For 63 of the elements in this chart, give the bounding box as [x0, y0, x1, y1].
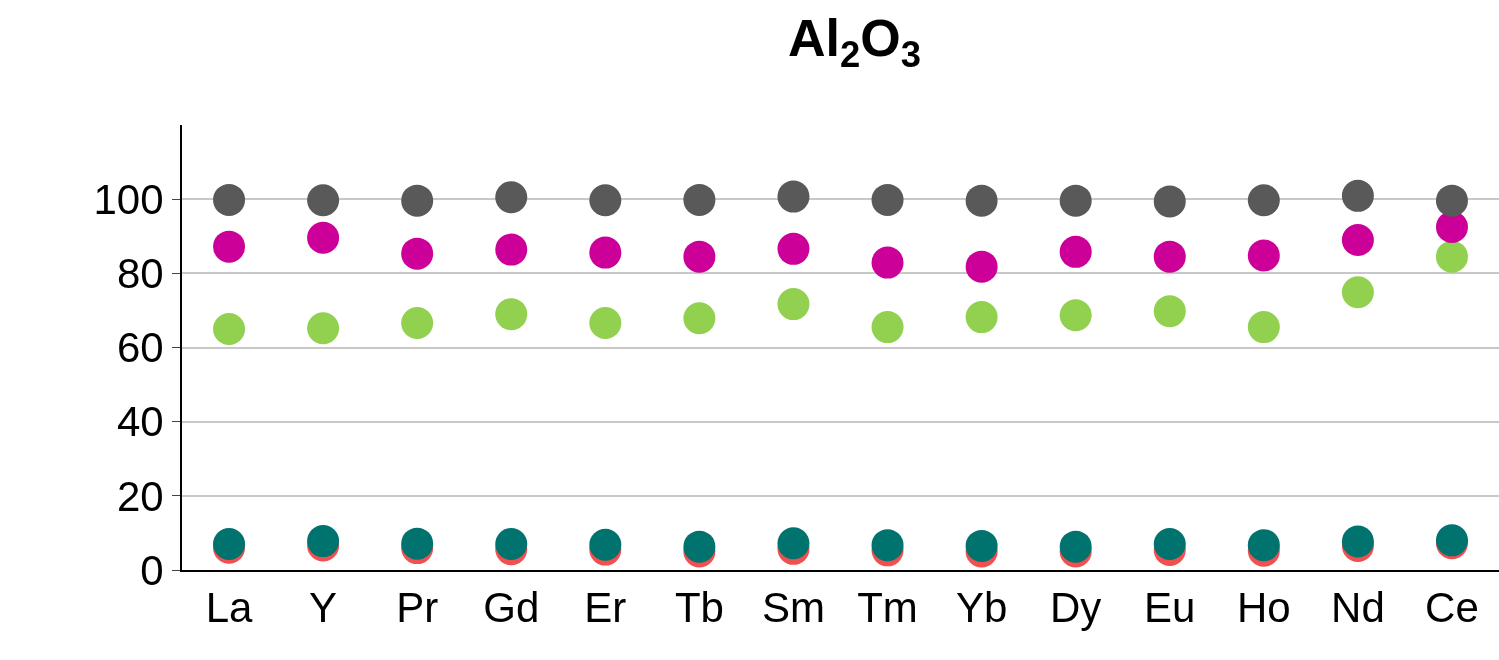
point	[871, 311, 904, 344]
y-tick-label: 20	[116, 472, 164, 520]
point	[1153, 185, 1186, 218]
point	[401, 237, 434, 270]
point	[213, 183, 246, 216]
point	[683, 240, 716, 273]
point	[307, 221, 340, 254]
point	[1435, 184, 1468, 217]
point	[213, 230, 246, 263]
x-tick-label: Pr	[396, 584, 439, 632]
point	[1247, 184, 1280, 217]
point	[495, 181, 528, 214]
point	[401, 307, 434, 340]
point	[1341, 179, 1374, 212]
point	[777, 288, 810, 321]
y-tick-label: 0	[140, 546, 164, 594]
point	[589, 236, 622, 269]
x-tick-label: Er	[584, 584, 627, 632]
y-tick-label: 40	[116, 398, 164, 446]
y-tick-label: 100	[93, 175, 164, 223]
point	[307, 312, 340, 345]
point	[589, 184, 622, 217]
point	[1153, 240, 1186, 273]
point	[1435, 240, 1468, 273]
y-tick-label: 80	[116, 250, 164, 298]
point	[1153, 295, 1186, 328]
y-tick-label: 60	[116, 324, 164, 372]
point	[965, 250, 998, 283]
x-tick-label: Gd	[483, 584, 540, 632]
x-tick-label: Tb	[674, 584, 724, 632]
point	[777, 232, 810, 265]
point	[1059, 299, 1092, 332]
point	[1341, 223, 1374, 256]
point	[589, 307, 622, 340]
x-tick-label: Sm	[761, 584, 825, 632]
point	[965, 301, 998, 334]
point	[213, 312, 246, 345]
point	[495, 233, 528, 266]
x-tick-label: Tm	[857, 584, 918, 632]
point	[871, 246, 904, 279]
x-tick-label: Dy	[1050, 584, 1102, 632]
x-tick-label: Eu	[1144, 584, 1196, 632]
point	[1247, 311, 1280, 344]
chart-title: Al$_{2}$O$_{3}$	[787, 9, 921, 76]
point	[871, 183, 904, 216]
point	[965, 184, 998, 217]
point	[777, 180, 810, 213]
x-tick-label: Y	[309, 584, 338, 632]
point	[965, 529, 998, 562]
point	[1341, 276, 1374, 309]
point	[401, 184, 434, 217]
x-tick-label: Ho	[1236, 584, 1291, 632]
x-tick-label: Ce	[1425, 584, 1479, 632]
x-tick-label: La	[205, 584, 254, 632]
point	[1247, 239, 1280, 272]
point	[495, 298, 528, 331]
point	[683, 302, 716, 335]
point	[307, 184, 340, 217]
x-tick-label: Nd	[1331, 584, 1385, 632]
point	[1059, 184, 1092, 217]
x-tick-label: Yb	[955, 584, 1008, 632]
point	[1059, 235, 1092, 268]
point	[683, 183, 716, 216]
